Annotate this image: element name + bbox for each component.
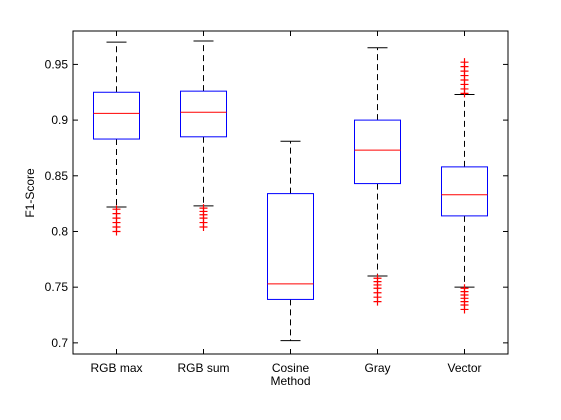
iqr-box: [267, 193, 314, 300]
y-tick-label: 0.85: [45, 169, 69, 183]
y-tick-label: 0.9: [51, 113, 68, 127]
y-tick-label: 0.95: [45, 57, 69, 71]
outlier-marker: [460, 284, 469, 293]
box-group: [267, 140, 314, 342]
box-group: [180, 40, 227, 232]
iqr-box: [354, 119, 401, 185]
box-group: [441, 58, 488, 314]
y-axis: 0.7 0.75 0.8 0.85 0.9 0.95: [45, 57, 508, 350]
x-tick-label: RGB sum: [177, 361, 229, 375]
y-tick-label: 0.7: [51, 336, 68, 350]
iqr-box: [93, 91, 140, 140]
y-tick-label: 0.75: [45, 280, 69, 294]
x-tick-label: RGB max: [90, 361, 142, 375]
iqr-box: [441, 166, 488, 217]
box-group: [93, 41, 140, 236]
x-tick-label: Method: [270, 374, 310, 388]
box-group: [354, 47, 401, 306]
outlier-marker: [199, 204, 208, 213]
x-tick-label: Gray: [364, 361, 390, 375]
x-tick-label: Cosine: [272, 361, 310, 375]
box-series: [93, 40, 488, 342]
x-tick-label: Vector: [447, 361, 481, 375]
outlier-marker: [460, 58, 469, 67]
iqr-box: [180, 90, 227, 138]
y-tick-label: 0.8: [51, 224, 68, 238]
outlier-marker: [112, 205, 121, 214]
outlier-marker: [373, 274, 382, 283]
y-axis-label: F1-Score: [23, 168, 37, 218]
